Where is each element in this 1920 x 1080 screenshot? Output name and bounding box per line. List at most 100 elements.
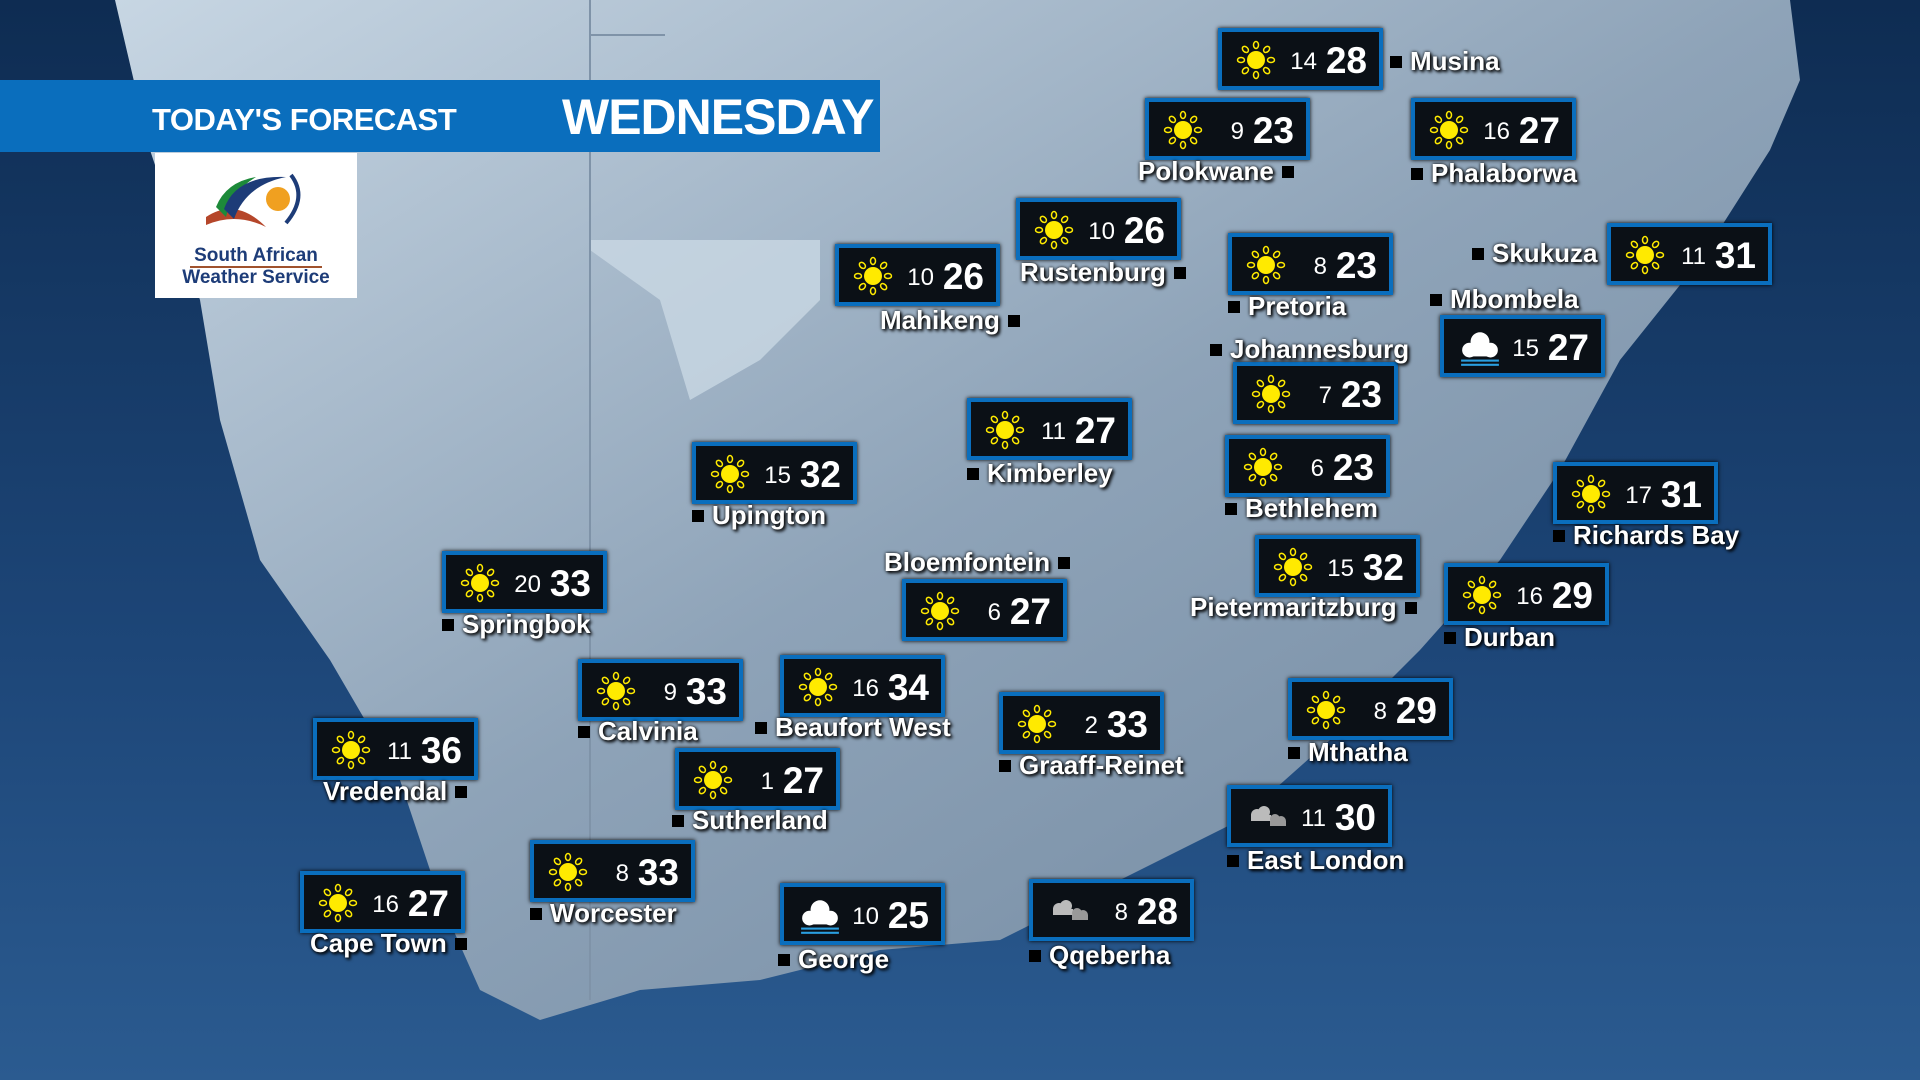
sun-icon xyxy=(1271,547,1315,587)
min-temp: 15 xyxy=(1327,555,1354,582)
min-temp: 6 xyxy=(1310,455,1324,482)
max-temp: 23 xyxy=(1252,110,1294,151)
cloudy-icon xyxy=(1243,797,1287,837)
forecast-box-worcester: 8 33 xyxy=(530,840,695,902)
forecast-title: TODAY'S FORECAST xyxy=(152,102,457,137)
city-marker-icon xyxy=(530,907,542,920)
forecast-box-richards-bay: 17 31 xyxy=(1553,462,1718,524)
city-name: Bethlehem xyxy=(1245,493,1378,523)
min-temp: 9 xyxy=(1230,118,1244,145)
max-temp: 27 xyxy=(1009,591,1051,632)
city-marker-icon xyxy=(967,467,979,480)
max-temp: 27 xyxy=(1074,410,1116,451)
city-label: Durban xyxy=(1444,622,1555,653)
max-temp: 34 xyxy=(887,667,929,708)
city-name: Durban xyxy=(1464,622,1555,652)
city-name: Polokwane xyxy=(1138,156,1274,186)
forecast-box-bethlehem: 6 23 xyxy=(1225,435,1390,497)
sun-icon xyxy=(1015,704,1059,744)
max-temp: 33 xyxy=(549,563,591,604)
forecast-box-polokwane: 9 23 xyxy=(1145,98,1310,160)
min-temp: 9 xyxy=(663,679,677,706)
city-marker-icon xyxy=(692,509,704,522)
min-temp: 16 xyxy=(372,891,399,918)
border-line xyxy=(589,0,665,1000)
max-temp: 31 xyxy=(1714,235,1756,276)
city-name: Sutherland xyxy=(692,805,828,835)
city-label: Skukuza xyxy=(1472,238,1598,269)
city-name: Vredendal xyxy=(323,776,448,806)
city-marker-icon xyxy=(1225,502,1237,515)
max-temp: 29 xyxy=(1395,690,1437,731)
city-marker-icon xyxy=(999,759,1011,772)
max-temp: 33 xyxy=(1106,704,1148,745)
city-label: Mahikeng xyxy=(880,305,1020,336)
max-temp: 28 xyxy=(1325,40,1367,81)
city-name: Graaff-Reinet xyxy=(1019,750,1184,780)
forecast-box-beaufort-west: 16 34 xyxy=(780,655,945,717)
min-temp: 16 xyxy=(1483,118,1510,145)
kalahari-region xyxy=(590,240,820,400)
city-marker-icon xyxy=(1058,556,1071,569)
city-label: East London xyxy=(1227,845,1404,876)
city-label: Musina xyxy=(1390,46,1500,77)
saws-logo: South African Weather Service xyxy=(155,153,357,298)
city-marker-icon xyxy=(1228,300,1240,313)
max-temp: 33 xyxy=(685,671,727,712)
forecast-box-durban: 16 29 xyxy=(1444,563,1609,625)
city-marker-icon xyxy=(1288,746,1300,759)
city-name: Musina xyxy=(1410,46,1500,76)
city-marker-icon xyxy=(1390,55,1402,68)
forecast-box-east-london: 11 30 xyxy=(1227,785,1392,847)
min-temp: 16 xyxy=(852,675,879,702)
sun-icon xyxy=(546,852,590,892)
max-temp: 29 xyxy=(1551,575,1593,616)
city-label: Richards Bay xyxy=(1553,520,1739,551)
city-marker-icon xyxy=(455,785,468,798)
city-marker-icon xyxy=(1210,343,1222,356)
min-temp: 17 xyxy=(1625,482,1652,509)
sun-icon xyxy=(1032,210,1076,250)
sun-icon xyxy=(1161,110,1205,150)
city-name: Phalaborwa xyxy=(1431,158,1577,188)
city-label: Beaufort West xyxy=(755,712,951,743)
city-name: Springbok xyxy=(462,609,591,639)
city-name: Beaufort West xyxy=(775,712,951,742)
logo-line2: Weather Service xyxy=(182,267,330,288)
city-name: Qqeberha xyxy=(1049,940,1171,970)
sun-icon xyxy=(851,256,895,296)
city-marker-icon xyxy=(442,618,454,631)
city-marker-icon xyxy=(1173,266,1186,279)
min-temp: 6 xyxy=(987,599,1001,626)
city-name: George xyxy=(798,944,890,974)
min-temp: 11 xyxy=(1681,243,1706,270)
sun-icon xyxy=(594,671,638,711)
city-name: Bloemfontein xyxy=(884,547,1051,577)
min-temp: 1 xyxy=(760,768,774,795)
forecast-day: WEDNESDAY xyxy=(562,89,874,145)
sun-icon xyxy=(1304,690,1348,730)
city-label: Upington xyxy=(692,500,826,531)
min-temp: 10 xyxy=(852,903,879,930)
city-marker-icon xyxy=(1553,529,1565,542)
forecast-box-vredendal: 11 36 xyxy=(313,718,478,780)
city-marker-icon xyxy=(454,937,467,950)
min-temp: 16 xyxy=(1516,583,1543,610)
sun-icon xyxy=(796,667,840,707)
cloudy-icon xyxy=(1045,891,1089,931)
saws-emblem-icon xyxy=(206,173,301,227)
city-marker-icon xyxy=(1227,854,1239,867)
max-temp: 23 xyxy=(1340,374,1382,415)
max-temp: 32 xyxy=(1362,547,1404,588)
min-temp: 8 xyxy=(1313,253,1327,280)
city-name: Worcester xyxy=(550,898,677,928)
sun-icon xyxy=(1244,245,1288,285)
fog-icon xyxy=(1456,327,1500,367)
max-temp: 31 xyxy=(1660,474,1702,515)
city-marker-icon xyxy=(1444,631,1456,644)
city-name: Rustenburg xyxy=(1020,257,1166,287)
min-temp: 11 xyxy=(1041,418,1066,445)
forecast-box-george: 10 25 xyxy=(780,883,945,945)
min-temp: 2 xyxy=(1084,712,1098,739)
forecast-box-cape-town: 16 27 xyxy=(300,871,465,933)
